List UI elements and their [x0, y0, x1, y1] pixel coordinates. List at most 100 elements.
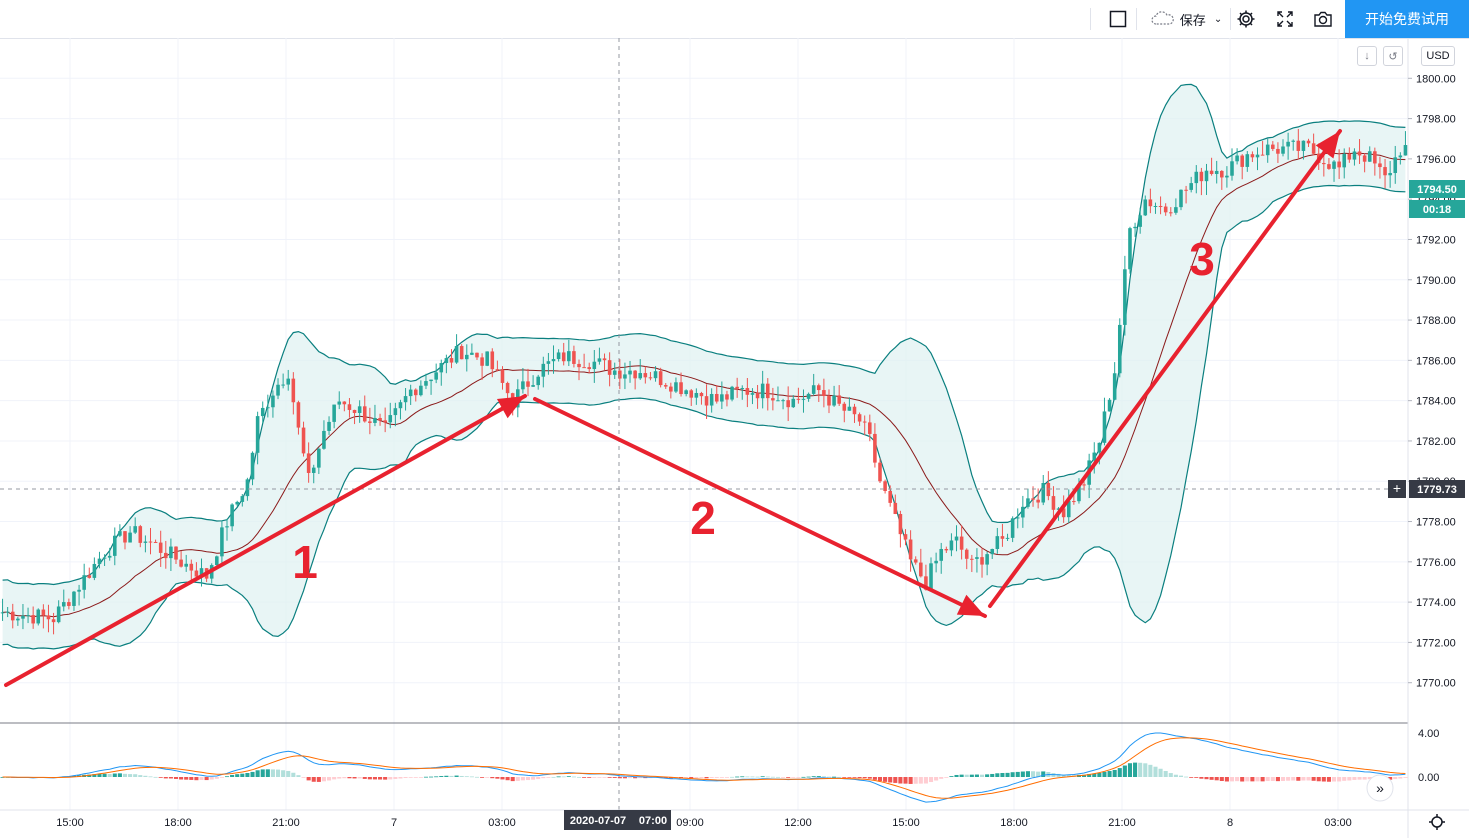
- candle: [51, 612, 56, 635]
- macd-histogram-bar: [316, 777, 321, 782]
- macd-histogram-bar: [959, 774, 964, 777]
- gear-icon: [1237, 10, 1255, 28]
- candle: [1179, 189, 1183, 211]
- macd-histogram-bar: [168, 777, 173, 779]
- scale-down-button[interactable]: ↓: [1357, 46, 1377, 66]
- macd-histogram-bar: [1178, 775, 1184, 777]
- free-trial-button[interactable]: 开始免费试用: [1345, 0, 1469, 38]
- candle: [903, 529, 908, 546]
- macd-histogram-bar: [1127, 763, 1133, 777]
- macd-histogram-bar: [837, 776, 842, 778]
- trend-label-2: 2: [690, 492, 716, 544]
- macd-histogram-bar: [877, 777, 883, 782]
- scroll-to-latest-button[interactable]: »: [1366, 774, 1394, 802]
- macd-histogram-bar: [964, 774, 969, 777]
- chart-canvas[interactable]: 1 2 3 1770.00 1772.00 1774.00 1776.00 1778.00 1…: [0, 38, 1469, 838]
- plus-icon[interactable]: +: [1393, 480, 1401, 496]
- macd-histogram-bar: [1184, 776, 1189, 778]
- candle: [245, 477, 250, 501]
- macd-histogram-bar: [1153, 766, 1158, 777]
- candle: [847, 397, 852, 411]
- macd-histogram-bar: [1219, 777, 1224, 781]
- macd-histogram-bar: [806, 776, 811, 778]
- snapshot-button[interactable]: [1308, 0, 1338, 38]
- macd-histogram-bar: [153, 776, 158, 778]
- candle: [521, 367, 525, 394]
- time-axis[interactable]: 15:00 18:00 21:00 7 03:00 09:00 12:00 15:00 18:0…: [56, 817, 1352, 829]
- candle: [939, 542, 944, 574]
- candle: [1373, 147, 1377, 176]
- save-button[interactable]: 保存 ⌄: [1142, 0, 1230, 38]
- candle: [704, 384, 709, 419]
- macd-axis[interactable]: 4.00 0.00: [1418, 728, 1439, 784]
- macd-histogram-bar: [352, 777, 357, 779]
- macd-histogram-bar: [1036, 771, 1041, 777]
- macd-histogram-bar: [403, 777, 408, 778]
- candle: [1133, 222, 1137, 237]
- candle: [296, 400, 301, 435]
- macd-histogram-bar: [275, 769, 281, 777]
- macd-histogram-bar: [934, 777, 939, 781]
- candle: [878, 458, 882, 484]
- macd-histogram-bar: [1229, 777, 1235, 782]
- currency-badge[interactable]: USD: [1421, 46, 1455, 66]
- candle: [46, 604, 51, 633]
- macd-histogram-bar: [1082, 774, 1087, 777]
- macd-histogram-bar: [612, 777, 617, 778]
- macd-histogram-bar: [781, 777, 786, 778]
- candle: [862, 415, 867, 436]
- candle: [61, 589, 66, 612]
- candle: [893, 494, 898, 515]
- price-axis[interactable]: 1770.001772.001774.001776.001778.001780.…: [1408, 73, 1456, 690]
- chart-settings-button[interactable]: [1429, 814, 1445, 830]
- candle: [118, 524, 122, 538]
- macd-histogram-bar: [112, 773, 117, 777]
- macd-histogram-bar: [1092, 773, 1097, 777]
- macd-histogram-bar: [1163, 770, 1168, 777]
- candle: [612, 362, 617, 380]
- candle: [674, 377, 678, 394]
- price-tick-label: 1796.00: [1416, 154, 1456, 166]
- crosshair-hour-text: 07:00: [639, 815, 667, 827]
- macd-pane: [0, 732, 1408, 803]
- rectangle-select-button[interactable]: [1100, 0, 1136, 38]
- candle: [1378, 156, 1382, 179]
- macd-histogram-bar: [638, 777, 643, 779]
- candle: [684, 389, 688, 397]
- macd-histogram-bar: [173, 777, 179, 779]
- macd-histogram-bar: [1337, 777, 1342, 782]
- macd-histogram-bar: [1204, 777, 1209, 780]
- macd-histogram-bar: [1255, 777, 1260, 782]
- price-tick-label: 1792.00: [1416, 234, 1456, 246]
- auto-scale-button[interactable]: ↺: [1383, 46, 1403, 66]
- candle: [1327, 158, 1331, 170]
- macd-histogram-bar: [1025, 771, 1030, 777]
- candle: [837, 385, 841, 407]
- macd-histogram-bar: [1388, 777, 1393, 780]
- candle: [1393, 145, 1398, 184]
- candle: [158, 530, 163, 567]
- last-price-label: 1794.50 00:18: [1409, 180, 1465, 218]
- macd-histogram-bar: [1245, 777, 1250, 782]
- macd-histogram-bar: [893, 777, 898, 783]
- candle: [444, 354, 449, 374]
- macd-histogram-bar: [321, 777, 326, 782]
- candle: [398, 399, 403, 420]
- macd-histogram-bar: [219, 777, 224, 778]
- macd-histogram-bar: [1342, 777, 1347, 781]
- macd-histogram-bar: [1194, 777, 1199, 778]
- candle: [72, 590, 76, 611]
- chevron-down-icon: ⌄: [1213, 13, 1223, 25]
- fullscreen-button[interactable]: [1270, 0, 1300, 38]
- macd-histogram-bar: [1107, 771, 1112, 777]
- settings-button[interactable]: [1232, 0, 1260, 38]
- candle: [1209, 157, 1214, 176]
- macd-line: [2, 732, 1406, 803]
- macd-histogram-bar: [505, 777, 510, 781]
- candle: [638, 359, 643, 380]
- candle: [607, 352, 612, 387]
- candle: [393, 402, 398, 427]
- candle: [1347, 147, 1352, 163]
- macd-histogram-bar: [1158, 768, 1163, 777]
- candle: [1117, 318, 1122, 378]
